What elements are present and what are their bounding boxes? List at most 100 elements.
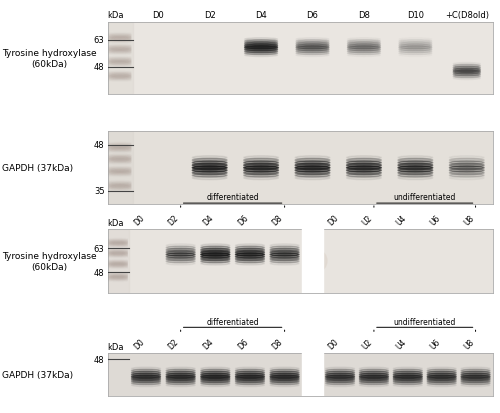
Text: D4: D4 [255,11,267,20]
Ellipse shape [312,252,327,271]
Ellipse shape [427,384,456,387]
Ellipse shape [108,262,128,263]
Ellipse shape [346,177,382,180]
Ellipse shape [399,43,432,45]
Ellipse shape [346,164,382,168]
Ellipse shape [244,55,278,57]
Ellipse shape [461,375,490,378]
Ellipse shape [166,260,195,263]
Ellipse shape [201,382,230,385]
Ellipse shape [132,373,160,376]
Ellipse shape [166,377,195,380]
Ellipse shape [108,243,128,244]
Ellipse shape [109,144,132,146]
Ellipse shape [270,244,299,247]
Ellipse shape [236,371,264,374]
Ellipse shape [166,249,195,252]
Ellipse shape [109,78,132,80]
Ellipse shape [270,382,299,385]
Ellipse shape [109,52,132,54]
Text: U8: U8 [462,337,475,351]
Ellipse shape [360,380,388,382]
Text: U2: U2 [360,337,374,351]
Ellipse shape [461,380,490,382]
Ellipse shape [346,166,382,170]
Text: D0: D0 [326,213,340,227]
Ellipse shape [132,371,160,374]
Ellipse shape [192,159,227,163]
Ellipse shape [399,50,432,53]
Ellipse shape [109,73,132,75]
Ellipse shape [326,380,354,382]
Text: 48: 48 [94,355,104,364]
Ellipse shape [244,47,278,50]
Ellipse shape [236,377,264,380]
Ellipse shape [346,171,382,175]
Ellipse shape [201,247,230,250]
Ellipse shape [360,371,388,374]
Ellipse shape [236,258,264,261]
Ellipse shape [427,369,456,372]
Text: kDa: kDa [108,342,124,351]
Text: D6: D6 [236,213,250,227]
Ellipse shape [360,377,388,380]
Text: U4: U4 [394,337,408,351]
Ellipse shape [454,74,480,77]
Ellipse shape [461,384,490,387]
Ellipse shape [109,49,132,50]
Ellipse shape [108,240,128,241]
Text: U2: U2 [360,214,374,227]
Ellipse shape [270,367,299,370]
Text: GAPDH (37kDa): GAPDH (37kDa) [2,370,74,379]
Ellipse shape [295,174,330,178]
Ellipse shape [109,62,132,64]
Ellipse shape [132,367,160,370]
Ellipse shape [295,166,330,170]
Ellipse shape [394,377,422,380]
Ellipse shape [348,50,380,53]
Ellipse shape [132,369,160,372]
Text: D4: D4 [202,213,215,227]
Ellipse shape [295,169,330,173]
Ellipse shape [326,377,354,380]
Ellipse shape [201,244,230,247]
Ellipse shape [236,262,264,266]
Ellipse shape [192,157,227,160]
Ellipse shape [296,47,329,50]
Ellipse shape [295,171,330,175]
Ellipse shape [109,65,132,66]
Ellipse shape [236,260,264,263]
Ellipse shape [399,49,432,52]
Ellipse shape [270,369,299,372]
Ellipse shape [360,373,388,376]
Ellipse shape [394,384,422,387]
Text: differentiated: differentiated [206,193,259,202]
Text: GAPDH (37kDa): GAPDH (37kDa) [2,164,74,173]
Ellipse shape [109,35,132,36]
Ellipse shape [109,76,132,77]
Text: U6: U6 [428,214,442,227]
Ellipse shape [454,71,480,73]
Text: U4: U4 [394,214,408,227]
Ellipse shape [454,72,480,75]
Text: U8: U8 [462,214,475,227]
Text: D6: D6 [236,337,250,351]
Ellipse shape [109,188,132,189]
Ellipse shape [236,244,264,247]
Ellipse shape [201,260,230,263]
Ellipse shape [201,369,230,372]
Text: D8: D8 [270,213,284,227]
Ellipse shape [244,177,278,180]
Ellipse shape [108,264,128,266]
Ellipse shape [109,185,132,187]
Ellipse shape [109,186,132,188]
Text: 48: 48 [94,63,104,72]
Ellipse shape [295,164,330,168]
Text: undifferentiated: undifferentiated [394,317,456,326]
Ellipse shape [109,47,132,49]
Bar [108,23,132,95]
Ellipse shape [326,384,354,387]
Ellipse shape [201,375,230,378]
Ellipse shape [244,159,278,163]
Ellipse shape [108,279,128,281]
